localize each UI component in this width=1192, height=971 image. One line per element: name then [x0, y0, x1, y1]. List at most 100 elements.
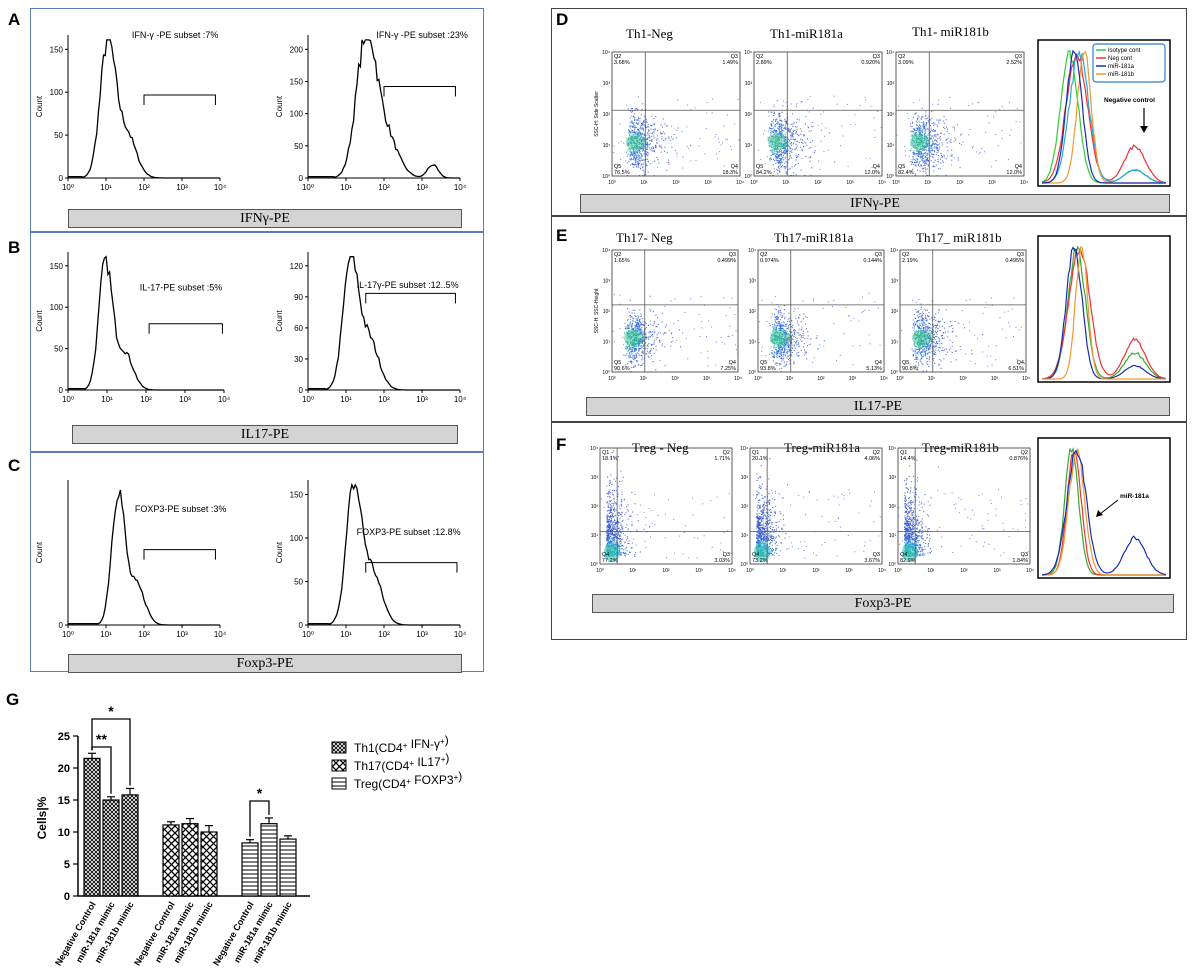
event-dot [627, 351, 629, 353]
event-dot [917, 158, 919, 160]
event-dot [946, 146, 948, 148]
event-dot [690, 298, 692, 300]
event-dot [780, 146, 782, 148]
event-dot [776, 364, 778, 366]
event-dot [789, 147, 791, 149]
event-dot [924, 149, 926, 151]
event-dot [777, 123, 779, 125]
event-dot [917, 129, 919, 131]
event-dot [929, 323, 932, 325]
event-dot [631, 152, 633, 154]
event-dot [934, 159, 936, 161]
event-dot [930, 337, 932, 339]
event-dot [634, 152, 636, 154]
event-dot [921, 350, 924, 352]
event-dot [723, 165, 725, 167]
event-dot [617, 520, 619, 522]
event-dot [915, 145, 917, 147]
event-dot [926, 154, 928, 156]
event-dot [631, 542, 633, 544]
event-dot [780, 134, 783, 136]
event-dot [610, 521, 612, 523]
event-dot [925, 168, 927, 170]
event-dot [627, 518, 629, 520]
event-dot [939, 139, 941, 141]
event-dot [771, 141, 773, 143]
event-dot [940, 154, 943, 156]
event-dot [635, 339, 637, 341]
event-dot [629, 322, 631, 324]
event-dot [1011, 308, 1013, 310]
quadrant-value: 12.0% [1006, 170, 1022, 176]
x-tick-label: 10² [814, 180, 822, 186]
event-dot [768, 111, 770, 113]
event-dot [650, 139, 652, 141]
event-dot [774, 342, 776, 345]
event-dot [654, 146, 656, 149]
event-dot [913, 343, 915, 345]
event-dot [638, 152, 641, 154]
event-dot [620, 501, 622, 503]
event-dot [635, 139, 637, 141]
event-dot [631, 523, 633, 525]
event-dot [802, 332, 804, 335]
event-dot [615, 169, 617, 171]
event-dot [939, 137, 941, 139]
quadrant-value: 5.13% [866, 366, 882, 372]
event-dot [941, 142, 943, 144]
event-dot [632, 134, 634, 136]
quadrant-id: Q5 [760, 360, 767, 366]
event-dot [783, 146, 785, 148]
event-dot [625, 160, 627, 162]
event-dot [943, 154, 945, 156]
event-dot [617, 528, 619, 530]
event-dot [629, 154, 631, 156]
event-dot [786, 331, 788, 333]
event-dot [644, 337, 646, 339]
event-dot [774, 129, 776, 131]
event-dot [715, 341, 717, 343]
event-dot [912, 151, 914, 154]
event-dot [916, 319, 918, 321]
event-dot [640, 354, 642, 357]
event-dot [784, 152, 786, 155]
event-dot [910, 125, 912, 127]
event-dot [614, 514, 617, 516]
event-dot [785, 333, 787, 336]
event-dot [780, 338, 782, 340]
event-dot [810, 147, 812, 149]
event-dot [773, 356, 776, 359]
y-tick-label: 10¹ [603, 143, 611, 149]
event-dot [774, 352, 776, 354]
quadrant-value: 1.49% [722, 60, 738, 66]
event-dot [803, 135, 805, 137]
event-dot [783, 140, 785, 142]
event-dot [770, 111, 772, 113]
event-dot [635, 353, 637, 355]
event-dot [633, 131, 635, 133]
event-dot [916, 141, 918, 143]
event-dot [633, 358, 635, 360]
event-dot [790, 138, 792, 140]
event-dot [785, 166, 787, 168]
event-dot [781, 336, 783, 338]
event-dot [923, 341, 925, 343]
event-dot [924, 155, 927, 157]
event-dot [791, 352, 793, 354]
event-dot [859, 104, 861, 106]
event-dot [924, 161, 927, 163]
event-dot [772, 326, 774, 328]
event-dot [617, 525, 619, 527]
event-dot [632, 342, 635, 344]
event-dot [931, 149, 933, 151]
event-dot [626, 331, 628, 333]
event-dot [920, 339, 923, 341]
event-dot [923, 165, 925, 167]
event-dot [627, 327, 629, 329]
event-dot [936, 119, 938, 121]
event-dot [619, 536, 621, 538]
event-dot [828, 301, 830, 303]
event-dot [777, 160, 779, 162]
event-dot [720, 144, 722, 146]
event-dot [768, 137, 770, 140]
